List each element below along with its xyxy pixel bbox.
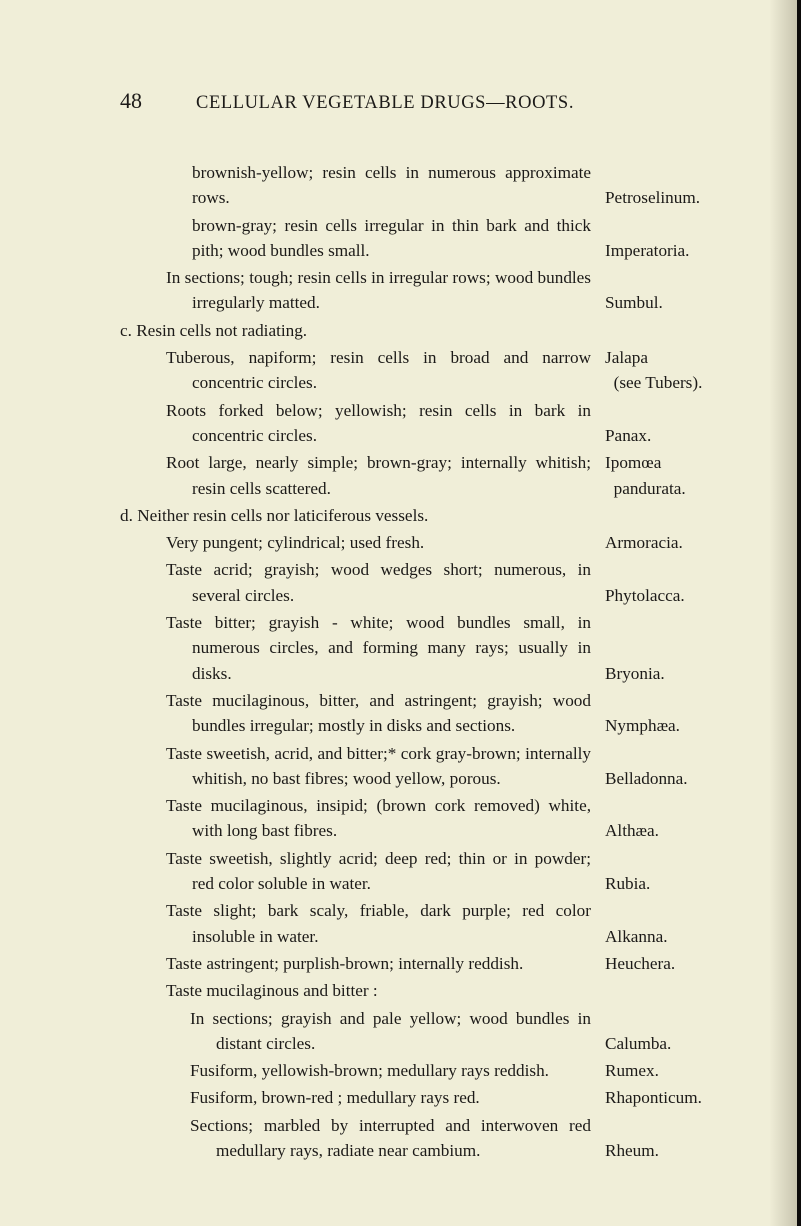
entry-description: Taste sweetish, slightly acrid; deep red…	[120, 846, 591, 897]
header-row: 48 CELLULAR VEGETABLE DRUGS—ROOTS.	[120, 88, 721, 114]
entry-label: Alkanna.	[591, 924, 721, 949]
page-number: 48	[120, 88, 142, 114]
entry-description: Taste mucilaginous, insipid; (brown cork…	[120, 793, 591, 844]
entry-description: brown-gray; resin cells irregular in thi…	[120, 213, 591, 264]
entry-description: Very pungent; cylindrical; used fresh.	[120, 530, 591, 555]
entry-row: Taste mucilaginous and bitter :	[120, 978, 721, 1003]
entry-row: Fusiform, yellowish-brown; medullary ray…	[120, 1058, 721, 1083]
entry-description: Taste astringent; purplish-brown; intern…	[120, 951, 591, 976]
entry-row: Very pungent; cylindrical; used fresh.Ar…	[120, 530, 721, 555]
entry-label: Sumbul.	[591, 290, 721, 315]
entry-row: Taste mucilaginous, insipid; (brown cork…	[120, 793, 721, 844]
entry-row: In sections; grayish and pale yellow; wo…	[120, 1006, 721, 1057]
entry-row: In sections; tough; resin cells in irreg…	[120, 265, 721, 316]
entry-row: brown-gray; resin cells irregular in thi…	[120, 213, 721, 264]
entry-label: Phytolacca.	[591, 583, 721, 608]
entry-label: Imperatoria.	[591, 238, 721, 263]
entry-description: Roots forked below; yellowish; resin cel…	[120, 398, 591, 449]
entry-label: Nymphæa.	[591, 713, 721, 738]
entry-label: Ipomœa pandurata.	[591, 450, 721, 501]
entry-row: Taste sweetish, acrid, and bitter;* cork…	[120, 741, 721, 792]
entry-description: Taste slight; bark scaly, friable, dark …	[120, 898, 591, 949]
entry-description: brownish-yellow; resin cells in numerous…	[120, 160, 591, 211]
entry-label: Althæa.	[591, 818, 721, 843]
entry-row: c. Resin cells not radiating.	[120, 318, 721, 343]
entry-label: Rhaponticum.	[591, 1085, 721, 1110]
entry-row: Taste mucilaginous, bitter, and astringe…	[120, 688, 721, 739]
entry-description: Sections; marbled by interrupted and int…	[120, 1113, 591, 1164]
entry-label: Rumex.	[591, 1058, 721, 1083]
entry-description: Root large, nearly simple; brown-gray; i…	[120, 450, 591, 501]
entry-label: Petroselinum.	[591, 185, 721, 210]
entry-label: Armoracia.	[591, 530, 721, 555]
entry-row: Fusiform, brown-red ; medullary rays red…	[120, 1085, 721, 1110]
entry-label: Rheum.	[591, 1138, 721, 1163]
entry-description: Fusiform, brown-red ; medullary rays red…	[120, 1085, 591, 1110]
entry-description: In sections; grayish and pale yellow; wo…	[120, 1006, 591, 1057]
entry-label: Heuchera.	[591, 951, 721, 976]
entry-description: Tuberous, napiform; resin cells in broad…	[120, 345, 591, 396]
page-shadow	[769, 0, 797, 1226]
entry-row: d. Neither resin cells nor laticiferous …	[120, 503, 721, 528]
entry-row: Taste astringent; purplish-brown; intern…	[120, 951, 721, 976]
entry-description: Fusiform, yellowish-brown; medullary ray…	[120, 1058, 591, 1083]
page-edge	[797, 0, 801, 1226]
entry-description: Taste acrid; grayish; wood wedges short;…	[120, 557, 591, 608]
entry-description: d. Neither resin cells nor laticiferous …	[120, 503, 721, 528]
entry-row: Taste slight; bark scaly, friable, dark …	[120, 898, 721, 949]
entry-row: Taste bitter; grayish - white; wood bund…	[120, 610, 721, 686]
entry-label: Rubia.	[591, 871, 721, 896]
entry-row: Taste sweetish, slightly acrid; deep red…	[120, 846, 721, 897]
entry-description: c. Resin cells not radiating.	[120, 318, 721, 343]
entry-description: Taste mucilaginous, bitter, and astringe…	[120, 688, 591, 739]
entry-label: Panax.	[591, 423, 721, 448]
entry-row: Roots forked below; yellowish; resin cel…	[120, 398, 721, 449]
entry-description: Taste bitter; grayish - white; wood bund…	[120, 610, 591, 686]
entry-label: Bryonia.	[591, 661, 721, 686]
entry-row: Tuberous, napiform; resin cells in broad…	[120, 345, 721, 396]
entry-label: Belladonna.	[591, 766, 721, 791]
entry-row: Root large, nearly simple; brown-gray; i…	[120, 450, 721, 501]
entry-description: In sections; tough; resin cells in irreg…	[120, 265, 591, 316]
entry-description: Taste mucilaginous and bitter :	[120, 978, 721, 1003]
entry-row: Sections; marbled by interrupted and int…	[120, 1113, 721, 1164]
entry-row: brownish-yellow; resin cells in numerous…	[120, 160, 721, 211]
page: 48 CELLULAR VEGETABLE DRUGS—ROOTS. brown…	[0, 0, 801, 1226]
entries-container: brownish-yellow; resin cells in numerous…	[120, 160, 721, 1163]
entry-row: Taste acrid; grayish; wood wedges short;…	[120, 557, 721, 608]
page-header: CELLULAR VEGETABLE DRUGS—ROOTS.	[196, 93, 574, 114]
entry-label: Calumba.	[591, 1031, 721, 1056]
entry-description: Taste sweetish, acrid, and bitter;* cork…	[120, 741, 591, 792]
entry-label: Jalapa (see Tubers).	[591, 345, 721, 396]
